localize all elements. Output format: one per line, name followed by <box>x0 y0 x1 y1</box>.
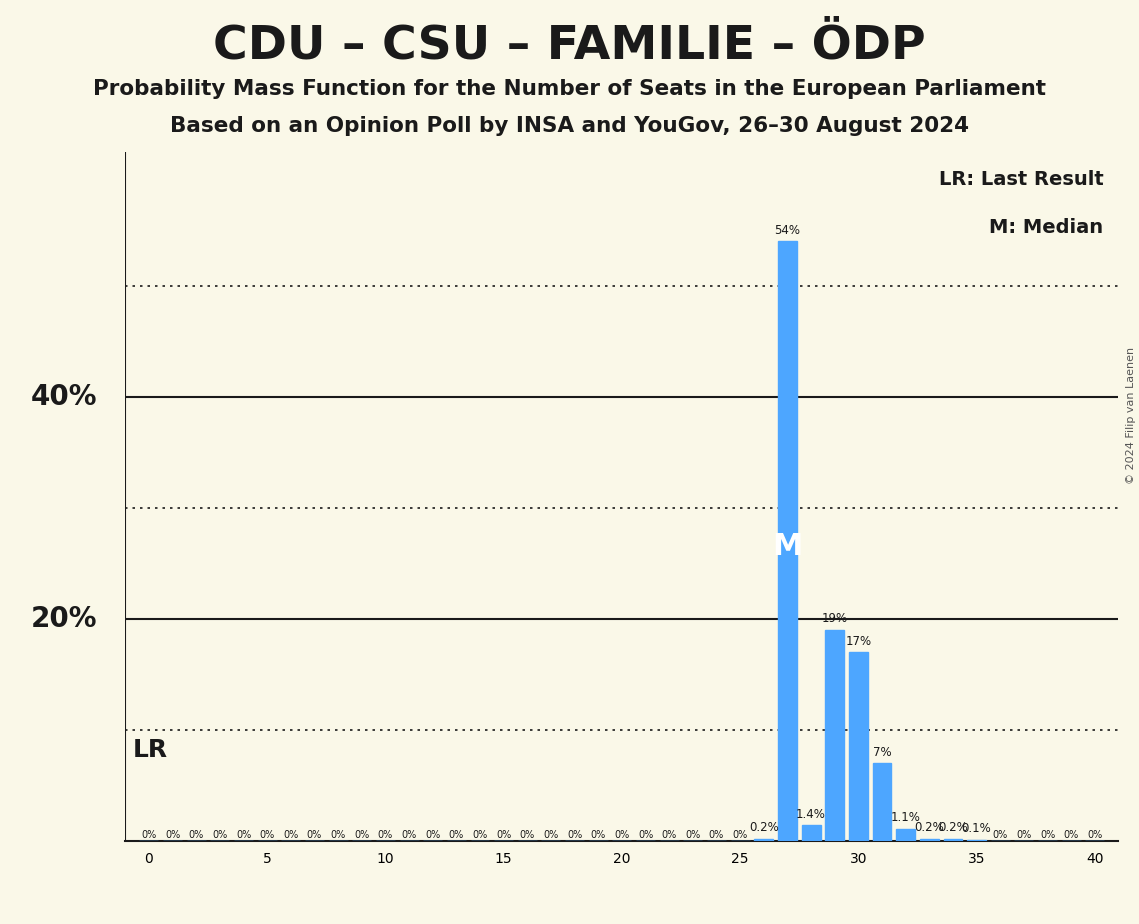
Text: 0%: 0% <box>591 830 606 840</box>
Bar <box>896 829 915 841</box>
Text: 7%: 7% <box>872 746 892 759</box>
Text: 0%: 0% <box>1016 830 1032 840</box>
Text: 0%: 0% <box>354 830 369 840</box>
Bar <box>802 825 820 841</box>
Text: 1.4%: 1.4% <box>796 808 826 821</box>
Text: 0%: 0% <box>306 830 322 840</box>
Bar <box>778 241 797 841</box>
Text: 0%: 0% <box>708 830 724 840</box>
Text: M: M <box>772 532 803 561</box>
Text: 0%: 0% <box>284 830 298 840</box>
Text: © 2024 Filip van Laenen: © 2024 Filip van Laenen <box>1126 347 1136 484</box>
Text: M: Median: M: Median <box>990 218 1104 237</box>
Text: 0%: 0% <box>732 830 748 840</box>
Text: 0%: 0% <box>473 830 487 840</box>
Text: 0.1%: 0.1% <box>961 822 991 835</box>
Text: 0%: 0% <box>425 830 441 840</box>
Text: LR: LR <box>132 737 167 761</box>
Text: CDU – CSU – FAMILIE – ÖDP: CDU – CSU – FAMILIE – ÖDP <box>213 23 926 68</box>
Text: Based on an Opinion Poll by INSA and YouGov, 26–30 August 2024: Based on an Opinion Poll by INSA and You… <box>170 116 969 136</box>
Text: 0%: 0% <box>401 830 417 840</box>
Bar <box>754 839 773 841</box>
Text: 0.2%: 0.2% <box>749 821 779 834</box>
Bar <box>826 630 844 841</box>
Text: 0%: 0% <box>686 830 700 840</box>
Bar <box>943 839 962 841</box>
Text: 0%: 0% <box>378 830 393 840</box>
Text: 0%: 0% <box>212 830 228 840</box>
Text: 0%: 0% <box>260 830 274 840</box>
Text: LR: Last Result: LR: Last Result <box>939 170 1104 188</box>
Text: 0%: 0% <box>638 830 653 840</box>
Text: 40%: 40% <box>31 383 97 411</box>
Text: 1.1%: 1.1% <box>891 811 920 824</box>
Text: 0%: 0% <box>189 830 204 840</box>
Bar <box>872 763 892 841</box>
Text: 17%: 17% <box>845 635 871 648</box>
Bar <box>849 652 868 841</box>
Text: 0%: 0% <box>543 830 558 840</box>
Text: 20%: 20% <box>31 605 97 633</box>
Bar <box>967 840 986 841</box>
Text: 0%: 0% <box>519 830 535 840</box>
Text: 0%: 0% <box>614 830 630 840</box>
Text: 0%: 0% <box>1064 830 1079 840</box>
Bar <box>920 839 939 841</box>
Text: 0%: 0% <box>330 830 346 840</box>
Text: 0%: 0% <box>1088 830 1103 840</box>
Text: 19%: 19% <box>821 613 847 626</box>
Text: 0%: 0% <box>236 830 252 840</box>
Text: 0.2%: 0.2% <box>915 821 944 834</box>
Text: 0%: 0% <box>495 830 511 840</box>
Text: 0%: 0% <box>1040 830 1055 840</box>
Text: 0%: 0% <box>141 830 156 840</box>
Text: Probability Mass Function for the Number of Seats in the European Parliament: Probability Mass Function for the Number… <box>93 79 1046 99</box>
Text: 54%: 54% <box>775 224 801 237</box>
Text: 0%: 0% <box>567 830 582 840</box>
Text: 0%: 0% <box>662 830 677 840</box>
Text: 0%: 0% <box>165 830 180 840</box>
Text: 0.2%: 0.2% <box>939 821 968 834</box>
Text: 0%: 0% <box>992 830 1008 840</box>
Text: 0%: 0% <box>449 830 464 840</box>
